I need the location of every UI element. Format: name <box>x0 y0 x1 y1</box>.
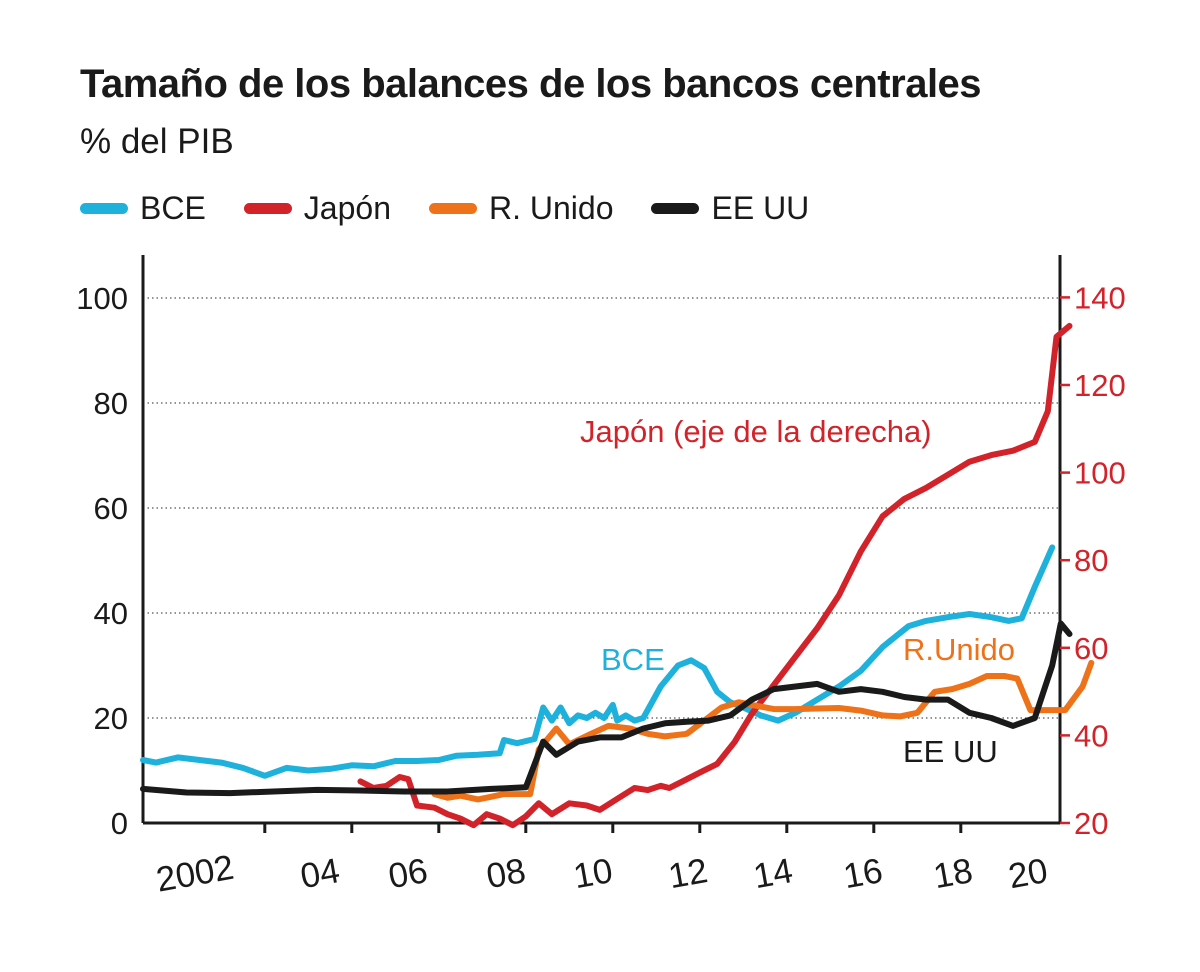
series-label: BCE <box>601 642 665 677</box>
legend-item: BCE <box>80 190 206 227</box>
y-left-tick-label: 60 <box>94 491 128 526</box>
x-tick-label: 10 <box>570 851 615 896</box>
legend-label: R. Unido <box>488 189 614 226</box>
legend-swatch <box>428 202 477 214</box>
legend-item: EE UU <box>651 190 809 227</box>
x-tick-label: 16 <box>840 851 885 896</box>
y-right-tick-label: 140 <box>1074 280 1126 315</box>
legend-item: Japón <box>243 189 391 227</box>
legend-label: BCE <box>140 189 206 226</box>
y-left-tick-label: 100 <box>76 281 128 316</box>
series-line-ee-uu <box>140 620 1073 797</box>
chart-legend: BCE Japón R. Unido EE UU <box>80 188 847 228</box>
y-right-tick-label: 100 <box>1074 456 1126 491</box>
y-right-tick-label: 20 <box>1074 806 1108 841</box>
legend-label: Japón <box>303 189 391 226</box>
y-right-tick-label: 40 <box>1074 718 1108 753</box>
x-tick-label: 14 <box>750 851 795 896</box>
chart-title: Tamaño de los balances de los bancos cen… <box>80 62 982 106</box>
y-right-tick-label: 80 <box>1074 543 1108 578</box>
y-left-tick-label: 80 <box>94 386 128 421</box>
y-left-tick-label: 20 <box>94 701 128 736</box>
x-tick-label: 12 <box>665 851 710 896</box>
legend-label: EE UU <box>711 189 810 226</box>
series-line-bce <box>140 544 1056 779</box>
x-tick-label: 06 <box>385 851 430 896</box>
legend-swatch <box>651 202 700 214</box>
x-tick-label: 20 <box>1005 851 1050 896</box>
y-left-tick-label: 0 <box>111 806 128 841</box>
series-line-r-unido <box>431 659 1095 803</box>
y-right-tick-label: 120 <box>1074 368 1126 403</box>
y-left-tick-label: 40 <box>94 596 128 631</box>
legend-swatch <box>80 202 128 214</box>
x-tick-label: 08 <box>483 851 528 896</box>
series-label: EE UU <box>903 734 998 769</box>
series-line-jap-n <box>357 322 1073 829</box>
x-tick-label: 2002 <box>153 848 236 900</box>
series-label: R.Unido <box>903 632 1015 667</box>
chart-subtitle: % del PIB <box>80 122 234 161</box>
series-label: Japón (eje de la derecha) <box>580 414 932 449</box>
x-tick-label: 18 <box>930 851 975 896</box>
x-tick-label: 04 <box>297 851 342 896</box>
legend-item: R. Unido <box>428 189 614 227</box>
legend-swatch <box>243 202 292 214</box>
